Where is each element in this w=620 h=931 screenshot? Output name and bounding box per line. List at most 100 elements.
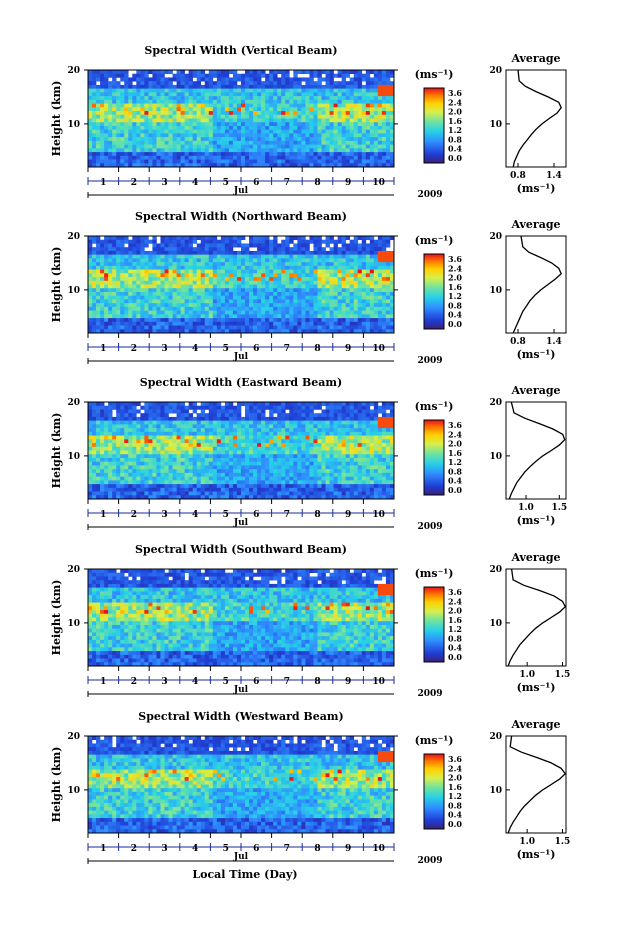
heatmap-cell: [112, 133, 117, 138]
heatmap-cell: [293, 103, 298, 108]
heatmap-cell: [144, 424, 149, 429]
heatmap-cell: [140, 291, 145, 296]
heatmap-cell: [124, 284, 129, 289]
heatmap-cell: [329, 303, 334, 308]
heatmap-cell: [241, 125, 246, 130]
heatmap-cell: [88, 155, 93, 160]
heatmap-cell: [357, 84, 363, 89]
heatmap-cell: [116, 457, 121, 462]
heatmap-cell: [192, 420, 198, 425]
heatmap-cell: [96, 288, 101, 293]
heatmap-cell: [297, 258, 302, 263]
heatmap-cell: [136, 321, 141, 326]
heatmap-cell: [144, 405, 149, 410]
heatmap-cell: [172, 103, 177, 108]
heatmap-cell: [116, 81, 121, 86]
day-label: 2: [131, 344, 137, 354]
heatmap-cell: [385, 133, 391, 138]
heatmap-cell: [253, 88, 258, 93]
heatmap-cell: [88, 88, 93, 93]
heatmap-cell: [152, 277, 157, 282]
heatmap-cell: [192, 111, 198, 116]
heatmap-cell: [277, 133, 282, 138]
heatmap-cell: [168, 303, 173, 308]
heatmap-cell: [172, 137, 177, 142]
heatmap-cell: [297, 70, 302, 75]
heatmap-cell: [257, 107, 262, 112]
heatmap-cell: [265, 133, 270, 138]
heatmap-cell: [112, 314, 117, 319]
heatmap-cell: [325, 318, 330, 323]
heatmap-cell: [92, 454, 97, 459]
heatmap-cell: [92, 295, 97, 300]
heatmap-cell: [228, 133, 234, 138]
heatmap-cell: [285, 111, 290, 116]
heatmap-cell: [224, 454, 230, 459]
heatmap-cell: [329, 329, 334, 334]
heatmap-cell: [152, 288, 157, 293]
heatmap-cell: [152, 428, 157, 433]
heatmap-cell: [112, 148, 117, 153]
heatmap-cell: [365, 155, 371, 160]
heatmap-cell: [148, 277, 153, 282]
heatmap-cell: [120, 258, 125, 263]
heatmap-cell: [124, 314, 129, 319]
heatmap-cell: [148, 439, 153, 444]
heatmap-cell: [200, 291, 206, 296]
heatmap-cell: [373, 321, 379, 326]
heatmap-cell: [104, 144, 109, 149]
heatmap-cells: [88, 402, 395, 500]
heatmap-cell: [120, 303, 125, 308]
heatmap-cell: [337, 277, 342, 282]
heatmap-cell: [289, 159, 294, 164]
heatmap-cell: [228, 159, 234, 164]
heatmap-cell: [357, 73, 363, 78]
heatmap-cell: [160, 484, 165, 489]
heatmap-cell: [108, 413, 113, 418]
heatmap-cell: [236, 443, 242, 448]
heatmap-cell: [144, 125, 149, 130]
heatmap-cell: [297, 103, 302, 108]
heatmap-cell: [257, 70, 262, 75]
heatmap-cell: [116, 318, 121, 323]
heatmap-cell: [224, 114, 230, 119]
heatmap-cell: [200, 439, 206, 444]
heatmap-cell: [365, 303, 371, 308]
heatmap-cell: [261, 269, 266, 274]
heatmap-cell: [96, 416, 101, 421]
heatmap-cell: [317, 258, 322, 263]
heatmap-cell: [365, 262, 371, 267]
heatmap-cell: [329, 273, 334, 278]
heatmap-cell: [176, 114, 181, 119]
heatmap-cell: [341, 88, 346, 93]
heatmap-cell: [369, 92, 375, 97]
heatmap-cell: [249, 129, 254, 134]
heatmap-cell: [341, 295, 346, 300]
heatmap-cell: [164, 99, 169, 104]
heatmap-cell: [301, 254, 306, 259]
heatmap-cell: [297, 291, 302, 296]
heatmap-cell: [88, 236, 93, 241]
heatmap-cell: [241, 258, 246, 263]
heatmap-cell: [377, 77, 383, 82]
heatmap-cell: [188, 163, 193, 168]
heatmap-cell: [321, 140, 326, 145]
heatmap-cell: [385, 144, 391, 149]
heatmap-cell: [136, 480, 141, 485]
heatmap-cell: [120, 472, 125, 477]
heatmap-cell: [104, 111, 109, 116]
heatmap-cell: [325, 148, 330, 153]
heatmap-cell: [333, 325, 338, 330]
heatmap-cell: [224, 144, 230, 149]
heatmap-cell: [224, 277, 230, 282]
heatmap-cell: [184, 424, 189, 429]
heatmap-cell: [180, 325, 185, 330]
heatmap-cell: [104, 148, 109, 153]
heatmap-cell: [353, 254, 359, 259]
heatmap-cell: [325, 329, 330, 334]
heatmap-cell: [253, 99, 258, 104]
heatmap-cell: [349, 140, 355, 145]
heatmap-cell: [245, 243, 250, 248]
heatmap-cell: [188, 472, 193, 477]
heatmap-cell: [317, 137, 322, 142]
